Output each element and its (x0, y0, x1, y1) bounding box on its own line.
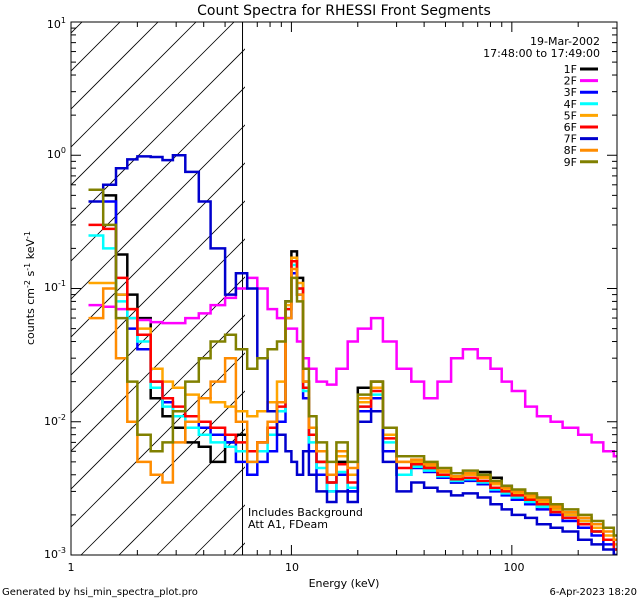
hatch-line (71, 200, 245, 376)
legend-label-9F: 9F (564, 156, 577, 169)
series-7F (88, 154, 617, 555)
annotation-attenuator: Att A1, FDeam (248, 518, 328, 531)
series-9F (88, 188, 617, 537)
y-tick-label-1e1: 101 (47, 16, 66, 32)
annotation-background: Includes Background (248, 506, 363, 519)
legend-label-5F: 5F (564, 109, 577, 122)
footer-timestamp: 6-Apr-2023 18:20 (550, 587, 637, 598)
y-tick-label-1e-2: 10-2 (44, 413, 66, 429)
x-tick-labels: 1 10 100 (68, 561, 525, 574)
legend-label-2F: 2F (564, 75, 577, 88)
legend-label-6F: 6F (564, 121, 577, 134)
hatch-line (71, 22, 197, 148)
y-tick-label-1e-3: 10-3 (44, 546, 66, 562)
axis-ticks (70, 22, 618, 556)
x-tick-label-100: 100 (504, 561, 525, 574)
series-group (88, 154, 617, 555)
legend-label-1F: 1F (564, 63, 577, 76)
hatch-line (71, 314, 245, 490)
hatch-line (80, 390, 245, 555)
legend-label-4F: 4F (564, 98, 577, 111)
x-tick-label-1: 1 (68, 561, 75, 574)
footer-generator: Generated by hsi_min_spectra_plot.pro (2, 587, 198, 598)
hatch-line (71, 22, 235, 186)
hatch-line (71, 162, 245, 338)
hatch-line (71, 22, 159, 110)
series-2F (88, 276, 617, 458)
hatch-line (71, 86, 245, 262)
series-8F (88, 267, 617, 542)
x-axis-label: Energy (keV) (309, 577, 380, 590)
time-range-label: 17:48:00 to 17:49:00 (483, 47, 600, 60)
hatch-line (71, 124, 245, 300)
y-tick-label-1e0: 100 (47, 146, 66, 162)
y-tick-label-1e-1: 10-1 (44, 279, 66, 295)
y-axis-label: counts cm-2 s-1 keV-1 (23, 231, 37, 345)
hatched-region (71, 22, 245, 555)
hatch-line (118, 428, 245, 555)
x-tick-label-10: 10 (285, 561, 299, 574)
legend-label-8F: 8F (564, 144, 577, 157)
hatch-line (71, 238, 245, 414)
date-label: 19-Mar-2002 (530, 35, 600, 48)
legend-label-7F: 7F (564, 133, 577, 146)
y-tick-labels: 10-3 10-2 10-1 100 101 (44, 16, 66, 562)
series-1F (88, 188, 617, 551)
hatch-line (71, 48, 245, 224)
legend-label-3F: 3F (564, 86, 577, 99)
chart-title: Count Spectra for RHESSI Front Segments (197, 3, 491, 19)
